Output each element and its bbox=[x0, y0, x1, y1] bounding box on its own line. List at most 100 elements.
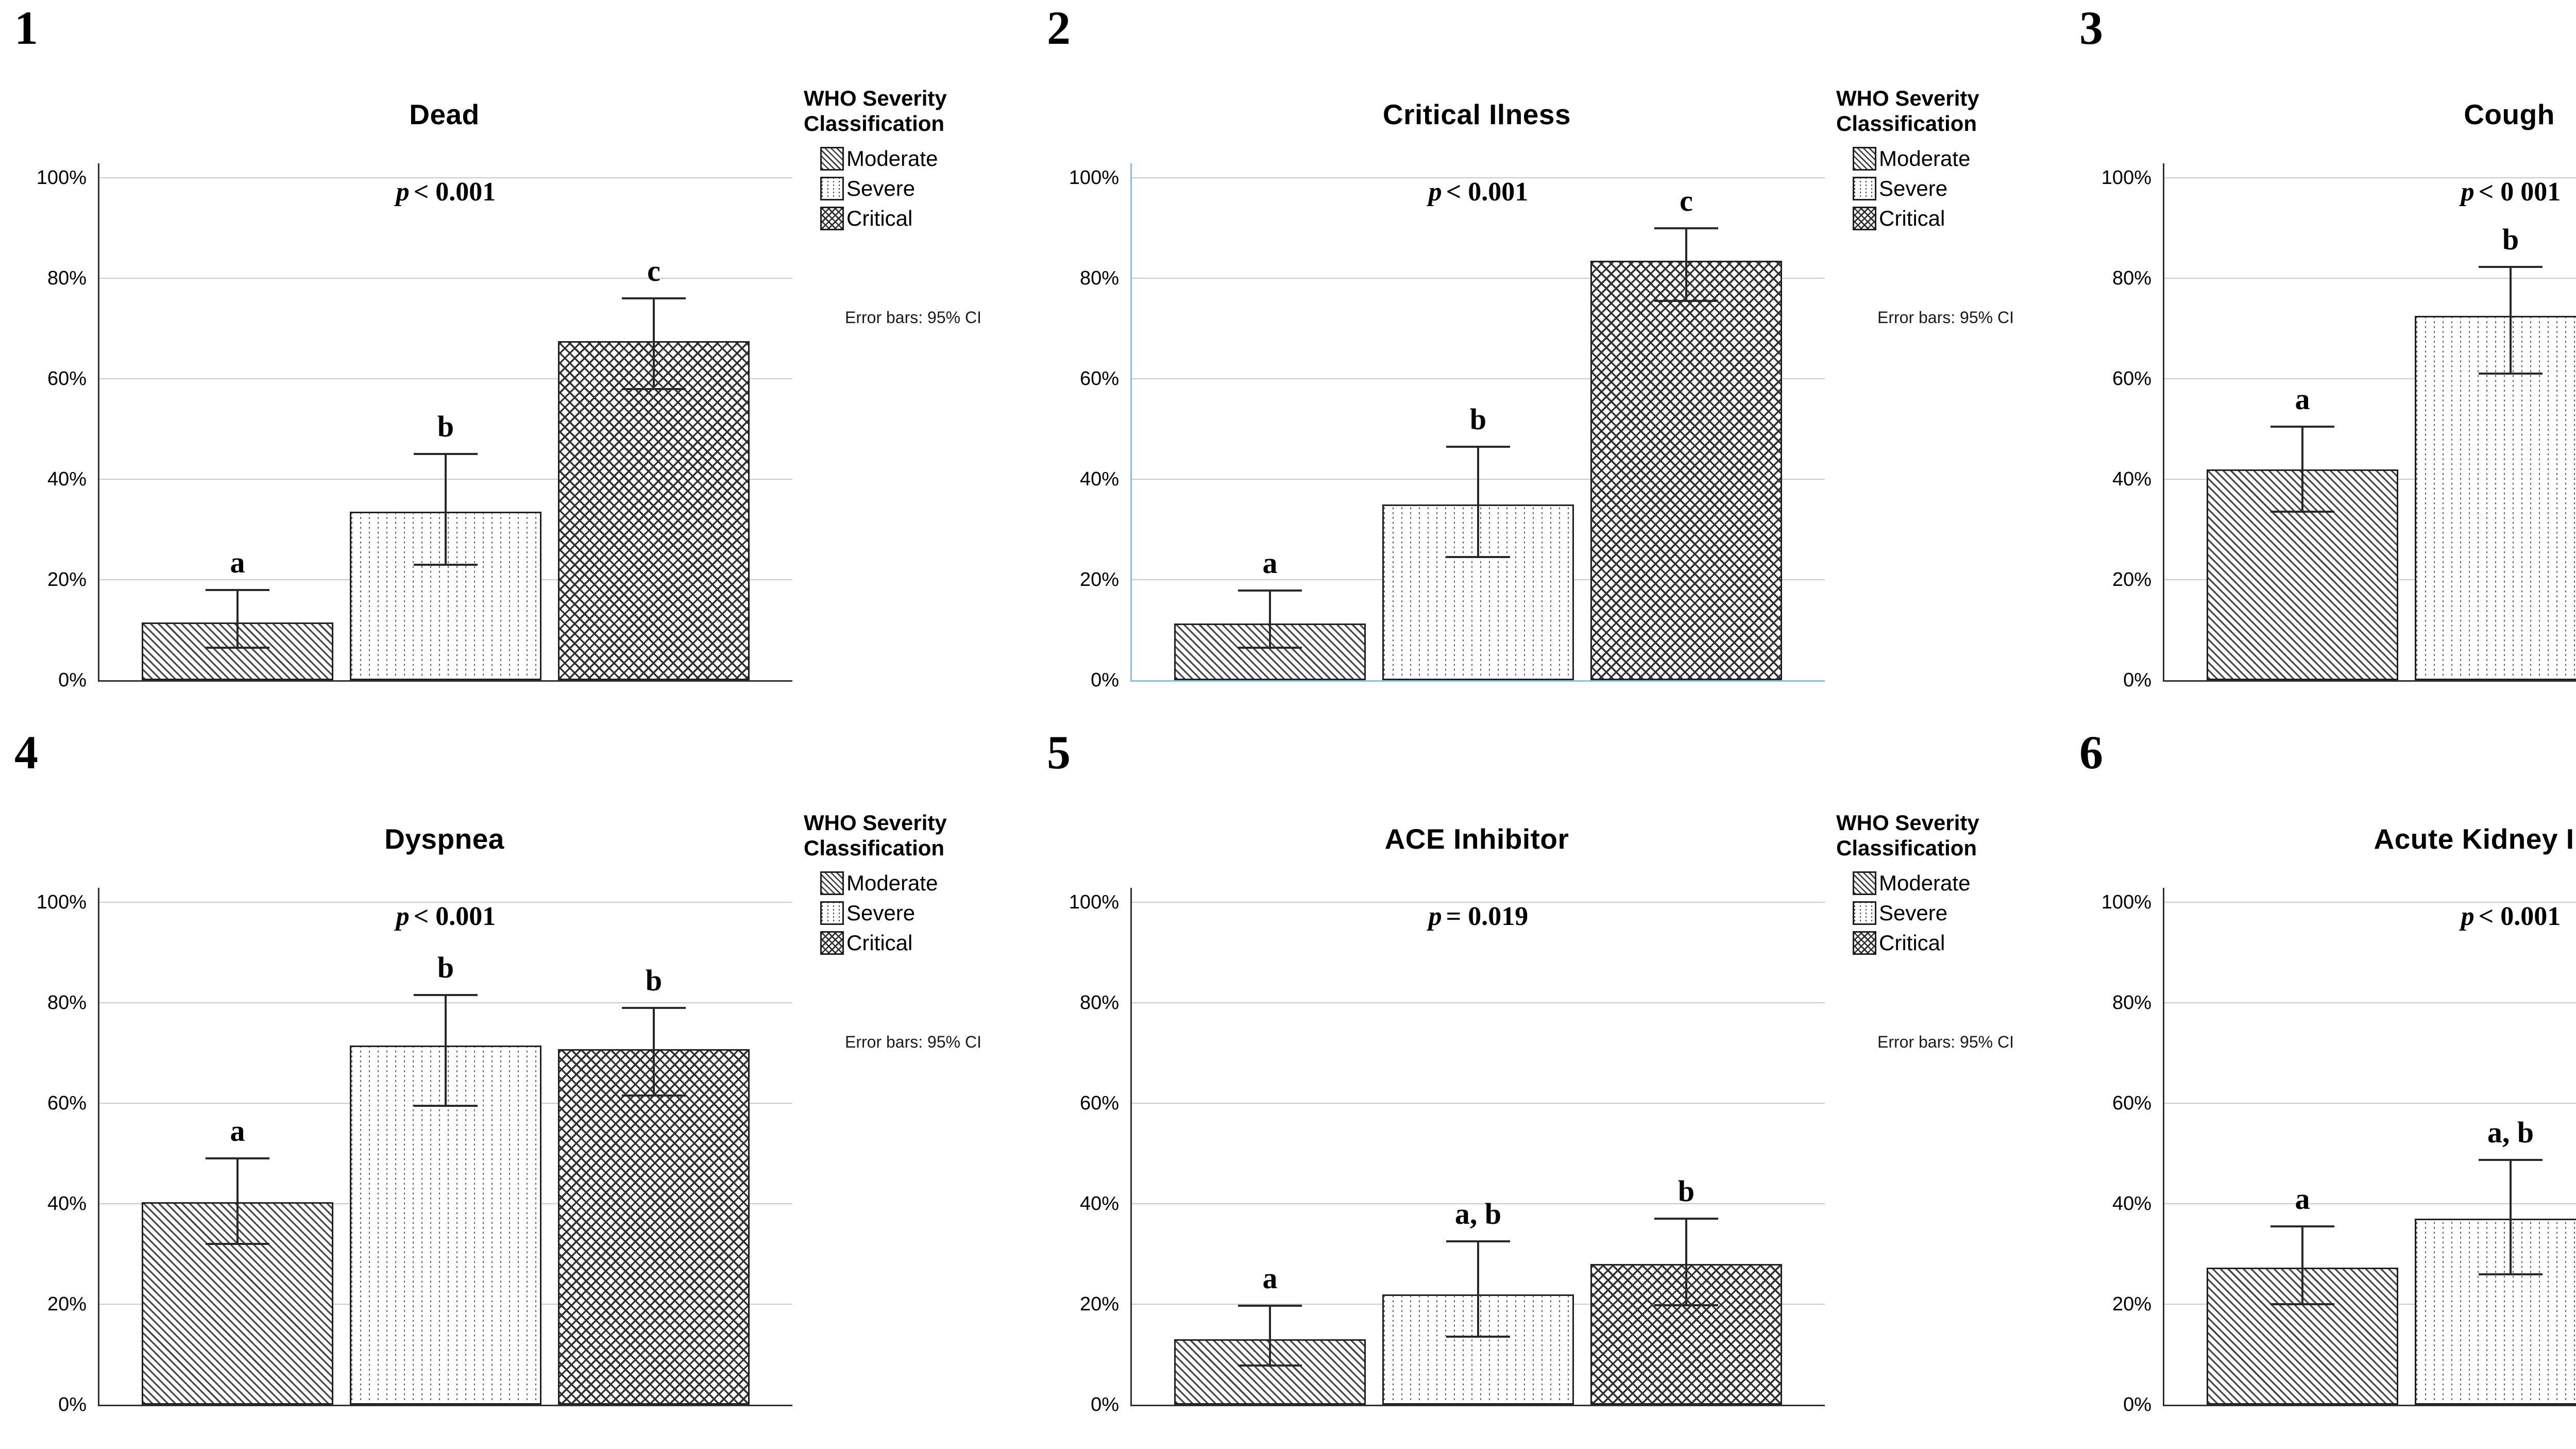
plot-area: p = 0.019 a a, b b bbox=[1130, 888, 1825, 1406]
error-bar-cap-bottom bbox=[1238, 646, 1302, 649]
error-bar-cap-bottom bbox=[1446, 556, 1510, 559]
error-bar-cap-bottom bbox=[2479, 373, 2543, 375]
legend-item-severe: Severe bbox=[1853, 174, 1947, 203]
error-bar-cap-top bbox=[622, 297, 686, 299]
error-bar-cap-top bbox=[1654, 227, 1718, 229]
legend-item-label: Severe bbox=[1879, 176, 1948, 200]
error-bar-stem bbox=[236, 589, 239, 648]
legend-item-label: Critical bbox=[1879, 206, 1945, 230]
error-bar-stem bbox=[445, 454, 447, 565]
y-axis-tick-label: 100% bbox=[2101, 891, 2151, 913]
bar-severe bbox=[2415, 316, 2576, 680]
error-bar-cap-bottom bbox=[1654, 299, 1718, 302]
bar-moderate bbox=[142, 622, 333, 680]
plot-area: p < 0.001 a b b bbox=[98, 888, 792, 1406]
y-axis-tick-label: 40% bbox=[1079, 468, 1119, 490]
legend-item-label: Severe bbox=[1879, 901, 1948, 925]
y-axis-tick-label: 60% bbox=[1079, 1092, 1119, 1114]
p-symbol: p bbox=[2461, 177, 2475, 207]
error-bar-cap-top bbox=[1238, 1304, 1302, 1307]
significance-letter: a bbox=[1262, 1261, 1278, 1295]
p-value-text: < 0.001 bbox=[413, 177, 496, 207]
bar-critical bbox=[558, 1049, 750, 1405]
moderate-pattern-swatch-icon bbox=[1853, 871, 1876, 895]
significance-letter: a bbox=[230, 1114, 245, 1148]
error-bar-stem bbox=[1477, 1241, 1479, 1337]
error-bar-cap-top bbox=[206, 588, 269, 591]
significance-letter: b bbox=[1469, 402, 1487, 436]
severe-pattern-swatch-icon bbox=[1853, 901, 1876, 925]
legend-item-moderate: Moderate bbox=[820, 144, 938, 173]
error-bar-cap-top bbox=[1654, 1218, 1718, 1220]
legend-item-label: Moderate bbox=[1879, 871, 1971, 895]
gridline-60 bbox=[1132, 378, 1825, 379]
legend-item-moderate: Moderate bbox=[820, 869, 938, 898]
error-bar-stem bbox=[1685, 228, 1687, 301]
y-axis-tick-label: 100% bbox=[36, 167, 87, 189]
y-axis-tick-label: 0% bbox=[2123, 669, 2151, 691]
error-bar-cap-top bbox=[622, 1006, 686, 1009]
y-axis-tick-label: 80% bbox=[47, 992, 87, 1014]
gridline-100 bbox=[2164, 177, 2576, 178]
legend-item-severe: Severe bbox=[1853, 899, 1947, 928]
y-axis-tick-label: 80% bbox=[1079, 267, 1119, 289]
panel-number: 1 bbox=[14, 2, 38, 54]
p-value-label: p < 0.001 bbox=[99, 177, 792, 207]
legend-item-moderate: Moderate bbox=[1853, 869, 1970, 898]
significance-letter: a bbox=[230, 545, 245, 579]
plot-area: p < 0.001 a b c bbox=[98, 163, 792, 682]
error-bar-cap-bottom bbox=[206, 646, 269, 649]
bar-moderate bbox=[142, 1202, 333, 1405]
error-bar-stem bbox=[1477, 446, 1479, 558]
significance-letter: b bbox=[2502, 222, 2519, 256]
error-bar-stem bbox=[2510, 1160, 2512, 1274]
severe-pattern-swatch-icon bbox=[820, 177, 844, 200]
legend-item-label: Severe bbox=[846, 176, 916, 200]
significance-letter: c bbox=[1680, 183, 1693, 217]
error-bar-cap-bottom bbox=[1238, 1364, 1302, 1367]
p-value-text: = 0.019 bbox=[1446, 902, 1529, 931]
error-bar-cap-top bbox=[414, 453, 478, 456]
y-axis-tick-label: 0% bbox=[1091, 669, 1119, 691]
legend-title: WHO Severity Classification bbox=[1836, 811, 1979, 861]
error-bars-note: Error bars: 95% CI bbox=[1877, 308, 2014, 327]
p-value-text: < 0 001 bbox=[2478, 177, 2561, 207]
error-bar-cap-bottom bbox=[206, 1243, 269, 1245]
error-bar-cap-bottom bbox=[622, 387, 686, 390]
y-axis-tick-label: 40% bbox=[2112, 468, 2151, 490]
error-bar-cap-bottom bbox=[1446, 1336, 1510, 1338]
legend-title: WHO Severity Classification bbox=[804, 811, 947, 861]
gridline-100 bbox=[1132, 177, 1825, 178]
legend-item-critical: Critical bbox=[1853, 929, 1945, 957]
p-symbol: p bbox=[1428, 177, 1442, 207]
gridline-60 bbox=[99, 378, 792, 379]
chart-title: Cough bbox=[2464, 98, 2555, 130]
error-bar-stem bbox=[1269, 591, 1271, 648]
moderate-pattern-swatch-icon bbox=[1853, 147, 1876, 171]
error-bar-stem bbox=[653, 1007, 655, 1096]
legend-item-critical: Critical bbox=[820, 929, 912, 957]
chart-panel-1: 1 Dead p < 0.001 a b c 0% 20% 40% 60% 80% 100% WHO Se… bbox=[0, 0, 1032, 724]
error-bar-stem bbox=[1685, 1219, 1687, 1305]
legend-item-moderate: Moderate bbox=[1853, 144, 1970, 173]
chart-title: Acute Kidney Injury bbox=[2374, 823, 2576, 855]
p-value-text: < 0.001 bbox=[2478, 902, 2561, 931]
significance-letter: c bbox=[647, 254, 660, 288]
error-bar-cap-top bbox=[2479, 1159, 2543, 1161]
error-bar-cap-top bbox=[1238, 589, 1302, 592]
y-axis-tick-label: 20% bbox=[1079, 569, 1119, 591]
y-axis-tick-label: 100% bbox=[36, 891, 87, 913]
significance-letter: a bbox=[1262, 546, 1278, 580]
error-bar-cap-bottom bbox=[622, 1094, 686, 1097]
critical-pattern-swatch-icon bbox=[1853, 207, 1876, 230]
chart-title: Critical Ilness bbox=[1382, 98, 1571, 130]
significance-letter: b bbox=[1677, 1174, 1695, 1208]
panel-number: 2 bbox=[1047, 2, 1071, 54]
p-value-label: p = 0.019 bbox=[1132, 901, 1825, 932]
moderate-pattern-swatch-icon bbox=[820, 147, 844, 171]
p-value-text: < 0.001 bbox=[1446, 177, 1529, 207]
y-axis-tick-label: 100% bbox=[1069, 891, 1119, 913]
gridline-80 bbox=[99, 278, 792, 279]
